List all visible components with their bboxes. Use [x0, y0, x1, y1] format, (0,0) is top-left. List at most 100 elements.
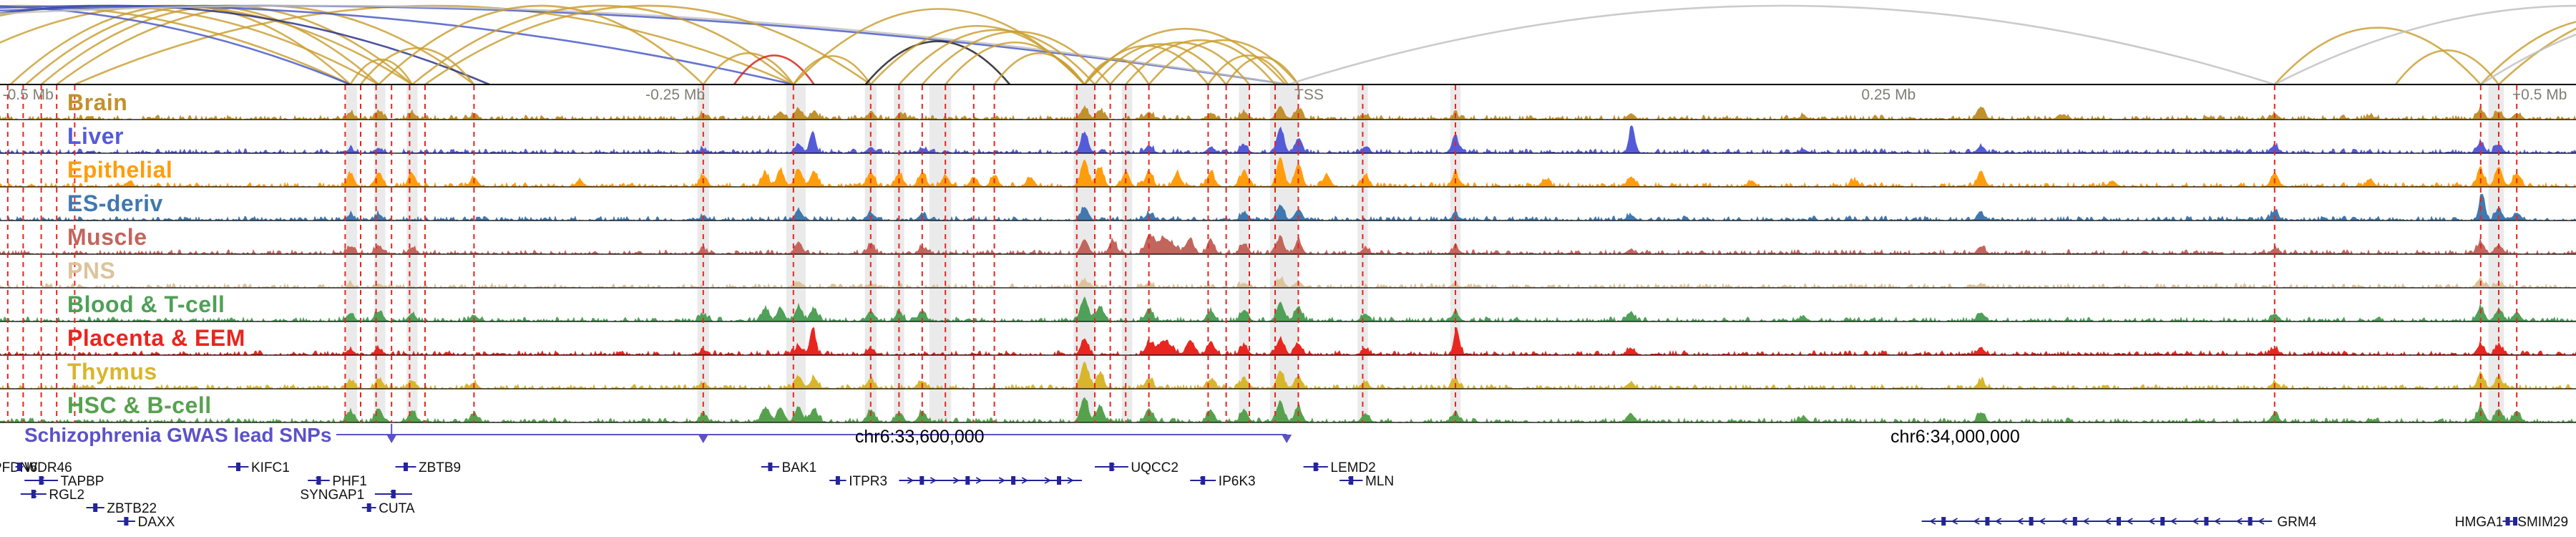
gene-strand-arrow [2082, 518, 2089, 525]
gene-exon [768, 463, 773, 471]
gene-exon [1201, 476, 1206, 485]
interaction-arc [411, 4, 794, 86]
gene-strand-arrow [2148, 518, 2155, 525]
ruler-label-plus-0-25mb: 0.25 Mb [1861, 87, 1916, 103]
gene-label-cuta: CUTA [379, 501, 415, 516]
ruler-label-tss: TSS [1294, 87, 1324, 103]
track-label-es-deriv: ES-deriv [67, 190, 163, 216]
gene-strand-arrow [1347, 477, 1355, 484]
gene-strand-arrow [2213, 518, 2221, 525]
interaction-arc [1083, 57, 1150, 85]
interaction-arc [2274, 4, 2576, 86]
interaction-arc [898, 29, 1096, 85]
ruler-label-plus-0-5mb: +0.5 Mb [2512, 87, 2567, 103]
track-label-hsc-b-cell: HSC & B-cell [67, 392, 212, 418]
gene-strand-arrow [1929, 518, 1936, 525]
gene-exon [835, 476, 840, 485]
gene-exon [1057, 476, 1061, 485]
interaction-arc [378, 4, 704, 85]
gene-label-uqcc2: UQCC2 [1131, 460, 1179, 475]
gene-strand-arrow [1973, 518, 1980, 525]
highlight-band [1121, 84, 1133, 422]
interaction-arc [1093, 43, 1227, 85]
track-label-blood-t-cell: Blood & T-cell [67, 291, 225, 317]
track-label-epithelial: Epithelial [67, 157, 173, 183]
gene-exon [366, 503, 371, 512]
interaction-arc [864, 40, 1011, 85]
interaction-arc [1207, 54, 1289, 85]
gene-exon [1313, 463, 1318, 471]
gene-strand-arrow [1044, 477, 1051, 484]
gene-strand-arrow [998, 477, 1006, 484]
interaction-arc [792, 55, 872, 85]
gene-label-daxx: DAXX [138, 515, 175, 530]
gene-strand-arrow [2258, 518, 2265, 525]
gene-exon [316, 476, 321, 485]
gene-exon [124, 517, 129, 526]
gene-exon [2513, 517, 2517, 526]
interaction-arc [1225, 56, 1299, 85]
gene-strand-arrow [975, 477, 983, 484]
gene-strand-arrow [37, 477, 45, 484]
gene-exon [391, 490, 396, 498]
gene-label-rgl2: RGL2 [49, 488, 84, 503]
gene-strand-arrow [1199, 477, 1207, 484]
gene-label-mln: MLN [1365, 474, 1394, 489]
gene-exon [17, 463, 21, 471]
signal-track-placenta-eem [0, 326, 2576, 355]
signal-track-es-deriv [0, 193, 2576, 221]
gene-label-bak1: BAK1 [782, 460, 817, 475]
gene-strand-arrow [2192, 518, 2199, 525]
track-label-brain: Brain [67, 90, 128, 115]
signal-track-muscle [0, 233, 2576, 254]
interaction-arc [359, 47, 475, 85]
interaction-arc [1148, 39, 1299, 85]
gene-exon [1349, 476, 1354, 485]
gene-exon [1985, 517, 1990, 526]
gene-exon [2505, 517, 2510, 526]
signal-track-blood-t-cell [0, 296, 2576, 321]
gene-exon [1011, 476, 1016, 485]
interaction-arc [702, 52, 794, 85]
gene-exon [404, 463, 408, 471]
ruler-label-minus-0-25mb: -0.25 Mb [645, 87, 706, 103]
gene-exon [236, 463, 240, 471]
gene-strand-arrow [907, 477, 914, 484]
interaction-arc [74, 4, 794, 86]
gene-strand-arrow [1021, 477, 1028, 484]
track-label-muscle: Muscle [67, 224, 147, 250]
gene-exon [2204, 517, 2209, 526]
interaction-arc [1125, 39, 1276, 85]
coordinate-label-34000000: chr6:34,000,000 [1890, 427, 2020, 447]
gene-label-wdr46: WDR46 [24, 460, 72, 475]
gene-exon [2248, 517, 2253, 526]
interaction-arc [0, 5, 351, 86]
track-label-pns: PNS [67, 258, 116, 284]
gwas-pointer-arrow [698, 435, 708, 443]
gwas-pointer-arrow [386, 435, 397, 443]
gene-strand-arrow [29, 490, 37, 498]
gene-label-hmga1: HMGA1 [2455, 515, 2504, 530]
gene-label-phf1: PHF1 [332, 474, 367, 489]
gene-strand-arrow [2170, 518, 2177, 525]
gene-label-lemd2: LEMD2 [1330, 460, 1375, 475]
gene-strand-arrow [2126, 518, 2133, 525]
gene-exon [2117, 517, 2121, 526]
gene-exon [2072, 517, 2077, 526]
gene-exon [93, 503, 98, 512]
gene-strand-arrow [1108, 463, 1115, 470]
interaction-arc [2394, 49, 2500, 85]
interaction-arc [2273, 26, 2482, 85]
gene-strand-arrow [2060, 518, 2067, 525]
gene-label-kifc1: KIFC1 [251, 460, 290, 475]
gene-strand-arrow [952, 477, 960, 484]
interaction-arc [1287, 4, 2275, 86]
gene-exon [1941, 517, 1946, 526]
interaction-arc [1083, 27, 1287, 85]
signal-track-thymus [0, 361, 2576, 389]
gene-label-smim29: SMIM29 [2517, 515, 2568, 530]
interaction-arc [993, 52, 1085, 85]
gene-label-tapbp: TAPBP [61, 474, 104, 489]
gene-exon [39, 476, 44, 485]
